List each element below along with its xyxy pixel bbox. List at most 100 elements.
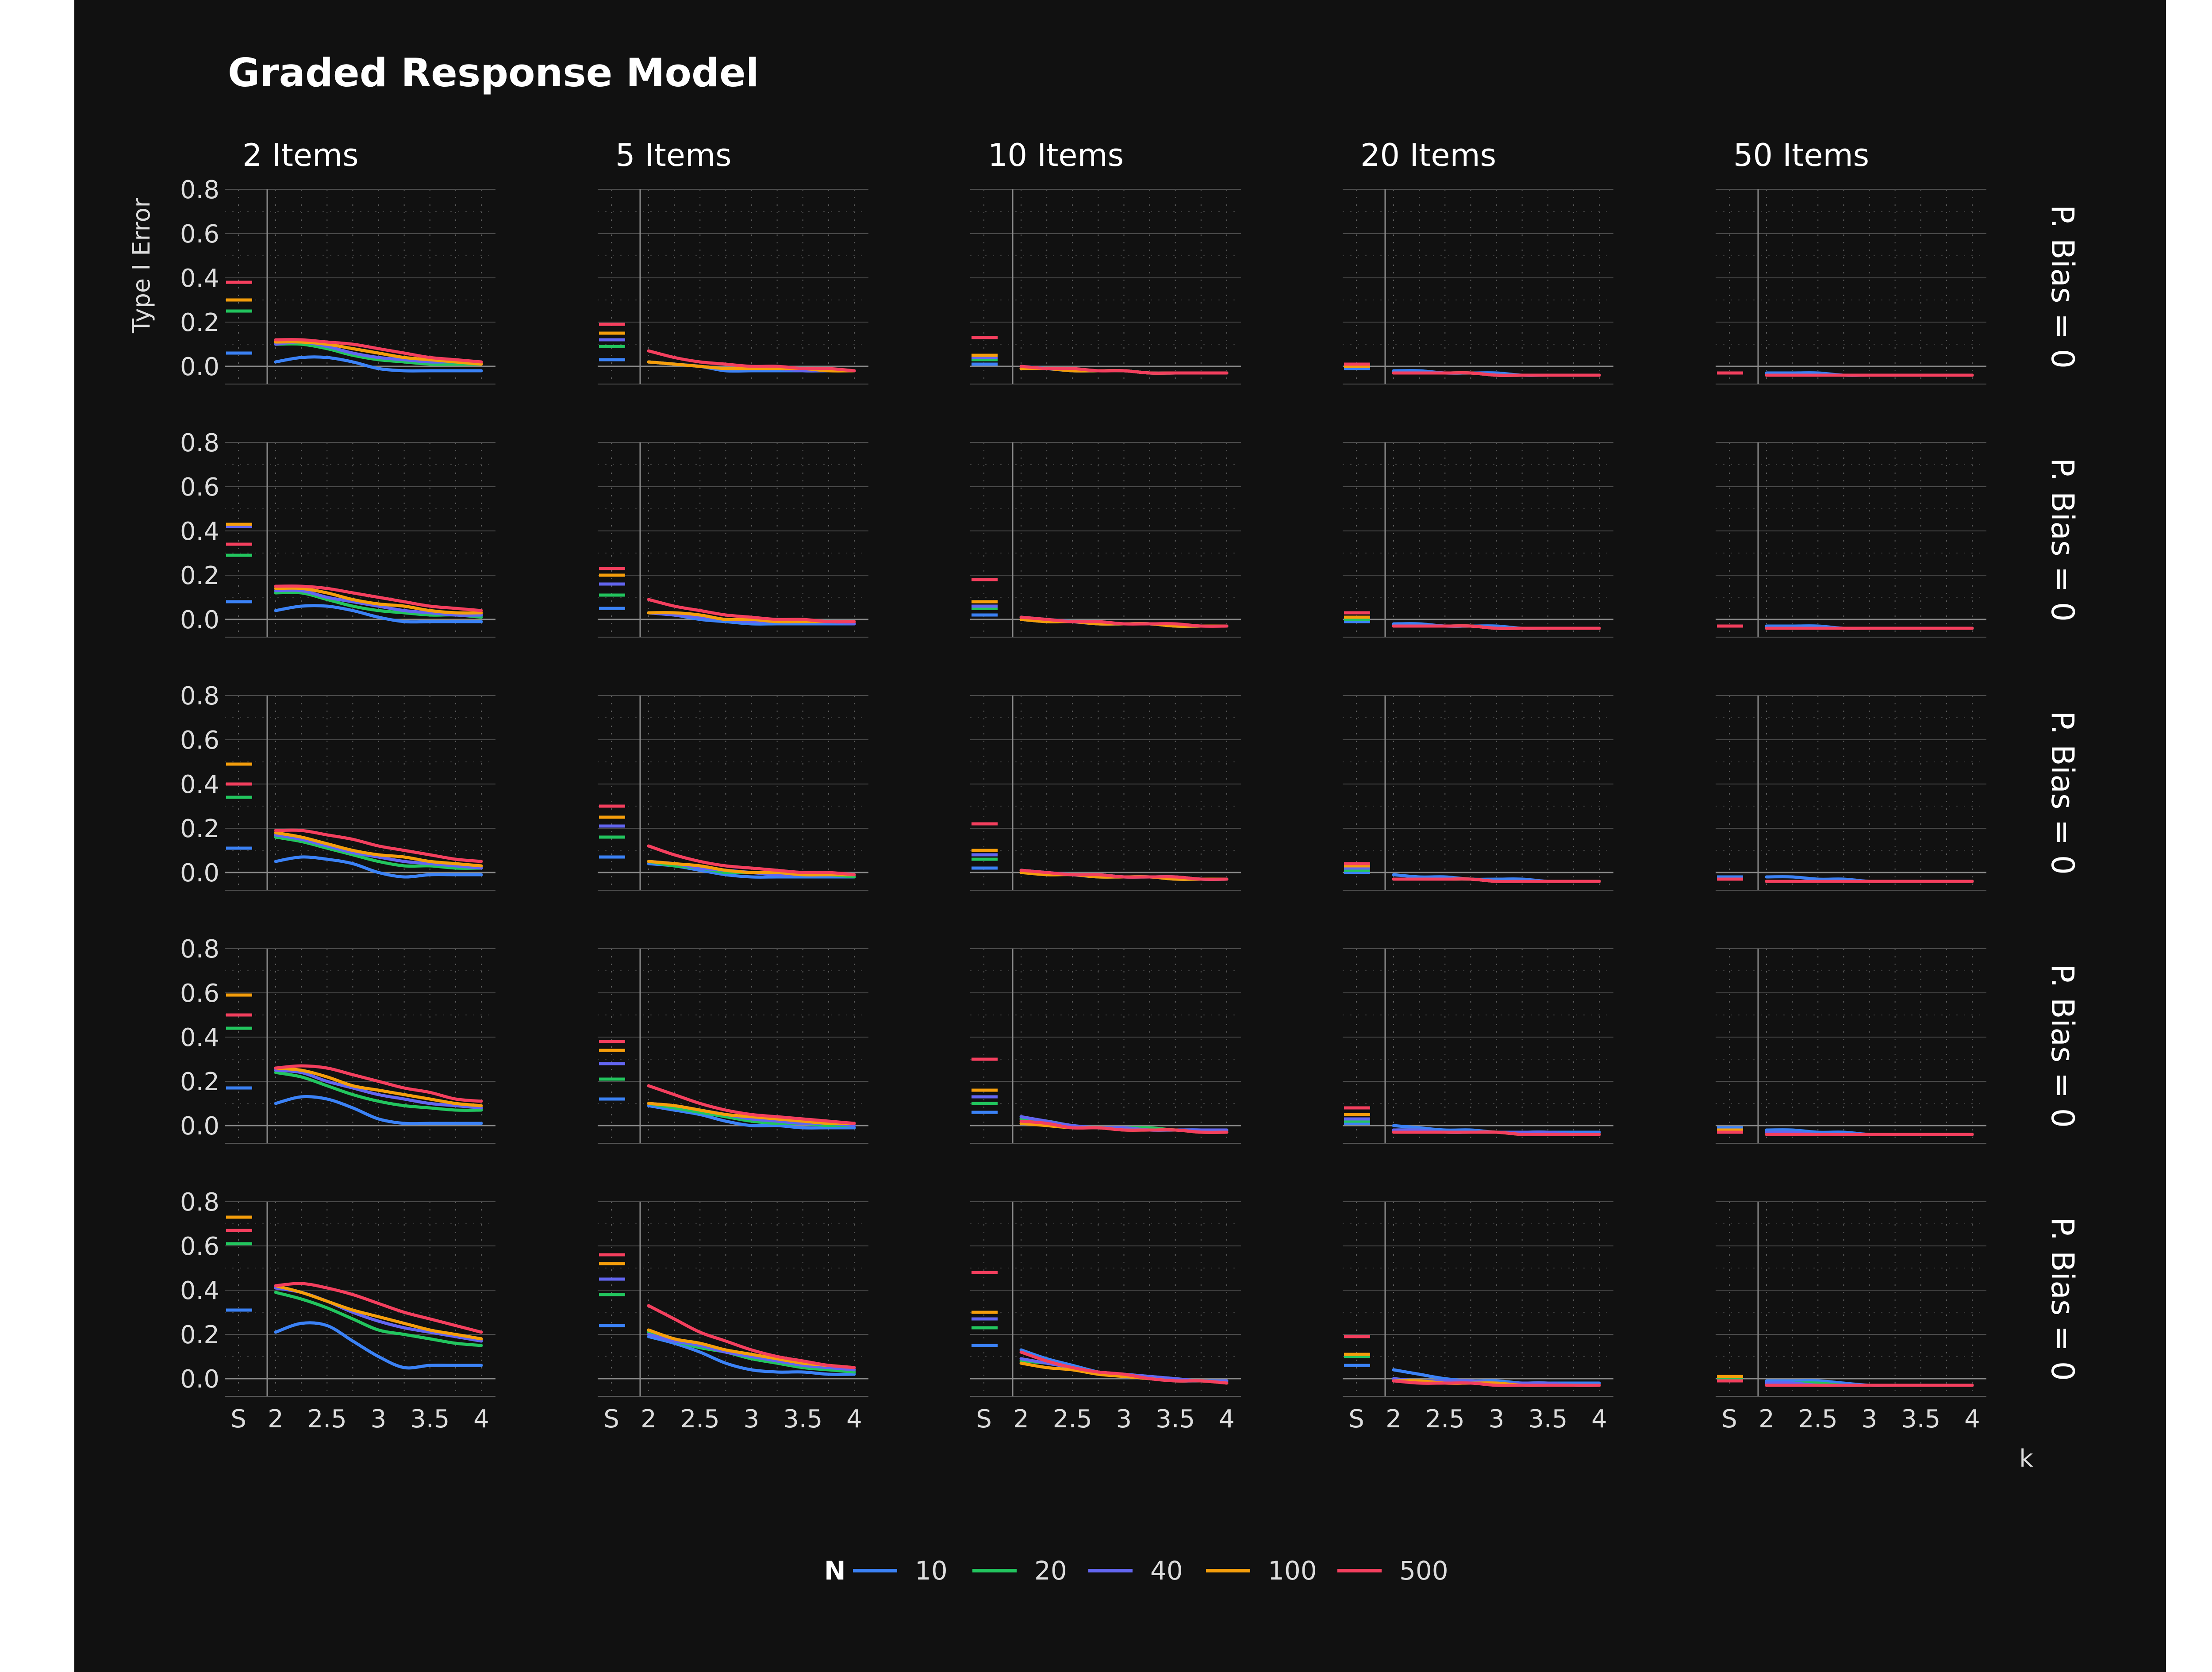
legend-label: 100 — [1268, 1556, 1317, 1586]
legend-label: 20 — [1034, 1556, 1067, 1586]
series-line — [1019, 615, 1229, 628]
series-line — [274, 584, 483, 612]
x-tick-label: 2.5 — [307, 1405, 347, 1434]
chart-panel: Graded Response Model Type I Error k 2 I… — [74, 0, 2166, 1672]
series-line — [647, 1102, 856, 1127]
legend-items: 10 20 40 100 500 — [853, 1556, 1448, 1586]
series-line — [647, 1084, 856, 1125]
facet-panel — [970, 189, 1241, 384]
row-strip-label: P. Bias = 0 — [2044, 711, 2081, 875]
y-tick-label: 0.4 — [180, 770, 219, 799]
series-line — [647, 360, 856, 373]
series-line — [1019, 869, 1229, 881]
series-line — [274, 1095, 483, 1126]
series-line — [647, 1104, 856, 1130]
column-header: 50 Items — [1733, 137, 1869, 173]
y-axis-label: Type I Error — [127, 197, 155, 334]
series-line — [1019, 1119, 1229, 1134]
x-tick-label: 2.5 — [680, 1405, 720, 1434]
series-line — [1019, 1115, 1229, 1132]
y-tick-label: 0.0 — [180, 1112, 219, 1141]
series-line — [1019, 1350, 1229, 1385]
series-line — [274, 1282, 483, 1334]
series-line — [274, 586, 483, 615]
x-tick-label: 3 — [744, 1405, 760, 1434]
facet-panel: S 2 2.5 3 3.5 4 — [1716, 1201, 1986, 1434]
series-line — [647, 1102, 856, 1125]
series-line — [1392, 371, 1601, 377]
y-tick-label: 0.6 — [180, 726, 219, 755]
series-line — [274, 1066, 483, 1107]
series-line — [274, 355, 483, 373]
chart-svg: Graded Response Model Type I Error k 2 I… — [127, 50, 2081, 1586]
y-tick-label: 0.8 — [180, 1188, 219, 1217]
facet-panel — [970, 948, 1241, 1144]
series-line — [274, 1071, 483, 1112]
x-tick-label: 4 — [846, 1405, 862, 1434]
facet-panel — [598, 442, 868, 638]
x-tick-label: 4 — [1219, 1405, 1235, 1434]
facet-grid: 2 Items 5 Items 10 Items 20 Items 50 Items P.… — [180, 137, 2081, 1434]
y-tick-label: 0.2 — [180, 561, 219, 590]
x-tick-label: 3 — [1862, 1405, 1878, 1434]
y-tick-label: 0.0 — [180, 859, 219, 888]
facet-panel — [1343, 189, 1613, 384]
x-tick-label: 3.5 — [1156, 1405, 1195, 1434]
series-line — [274, 342, 483, 366]
y-tick-label: 0.6 — [180, 979, 219, 1008]
facet-panel — [598, 189, 868, 384]
series-line — [274, 1069, 483, 1110]
facet-panel: 0.0 0.2 0.4 0.6 0.8 S 2 2.5 3 3.5 4 — [180, 1188, 495, 1434]
series-line — [274, 1284, 483, 1341]
y-tick-label: 0.4 — [180, 1276, 219, 1305]
x-tick-label: 2.5 — [1425, 1405, 1465, 1434]
y-tick-label: 0.0 — [180, 1365, 219, 1394]
facet-panel — [970, 695, 1241, 891]
row-strip-label: P. Bias = 0 — [2044, 1217, 2081, 1381]
x-tick-label: 3.5 — [1901, 1405, 1940, 1434]
x-tick-label: S — [1348, 1405, 1364, 1434]
y-tick-label: 0.2 — [180, 815, 219, 843]
facet-panel — [598, 948, 868, 1144]
series-line — [274, 831, 483, 868]
facet-panel — [1716, 695, 1986, 891]
y-tick-label: 0.0 — [180, 353, 219, 381]
series-line — [647, 844, 856, 876]
series-line — [274, 1291, 483, 1347]
series-line — [274, 833, 483, 870]
facet-panel — [1343, 695, 1613, 891]
legend-label: 500 — [1399, 1556, 1448, 1586]
y-tick-label: 0.4 — [180, 517, 219, 546]
facet-panel — [1716, 442, 1986, 638]
y-tick-label: 0.2 — [180, 1321, 219, 1349]
column-header: 5 Items — [615, 137, 732, 173]
x-tick-label: 2 — [641, 1405, 657, 1434]
row-strip-label: P. Bias = 0 — [2044, 205, 2081, 369]
x-tick-label: S — [1721, 1405, 1737, 1434]
x-tick-label: 3.5 — [410, 1405, 449, 1434]
series-line — [274, 828, 483, 863]
facet-panel — [1716, 189, 1986, 384]
series-line — [274, 338, 483, 364]
x-tick-label: 2.5 — [1053, 1405, 1092, 1434]
series-line — [647, 598, 856, 623]
x-tick-label: 2 — [1386, 1405, 1402, 1434]
x-tick-label: 3 — [1116, 1405, 1132, 1434]
series-line — [647, 1333, 856, 1372]
y-tick-label: 0.0 — [180, 606, 219, 634]
y-tick-label: 0.6 — [180, 220, 219, 249]
facet-panel — [1343, 948, 1613, 1144]
series-line — [274, 1064, 483, 1103]
legend: N 10 20 40 100 500 — [824, 1556, 1448, 1586]
row-strip-label: P. Bias = 0 — [2044, 458, 2081, 622]
column-header: 20 Items — [1360, 137, 1496, 173]
x-tick-label: 2 — [268, 1405, 284, 1434]
series-line — [274, 1321, 483, 1370]
chart-title: Graded Response Model — [228, 50, 759, 96]
facet-panel — [598, 695, 868, 891]
y-tick-label: 0.4 — [180, 1023, 219, 1052]
x-tick-label: 4 — [1591, 1405, 1607, 1434]
legend-label: 10 — [915, 1556, 948, 1586]
series-line — [1019, 365, 1229, 375]
facet-panel — [1343, 442, 1613, 638]
